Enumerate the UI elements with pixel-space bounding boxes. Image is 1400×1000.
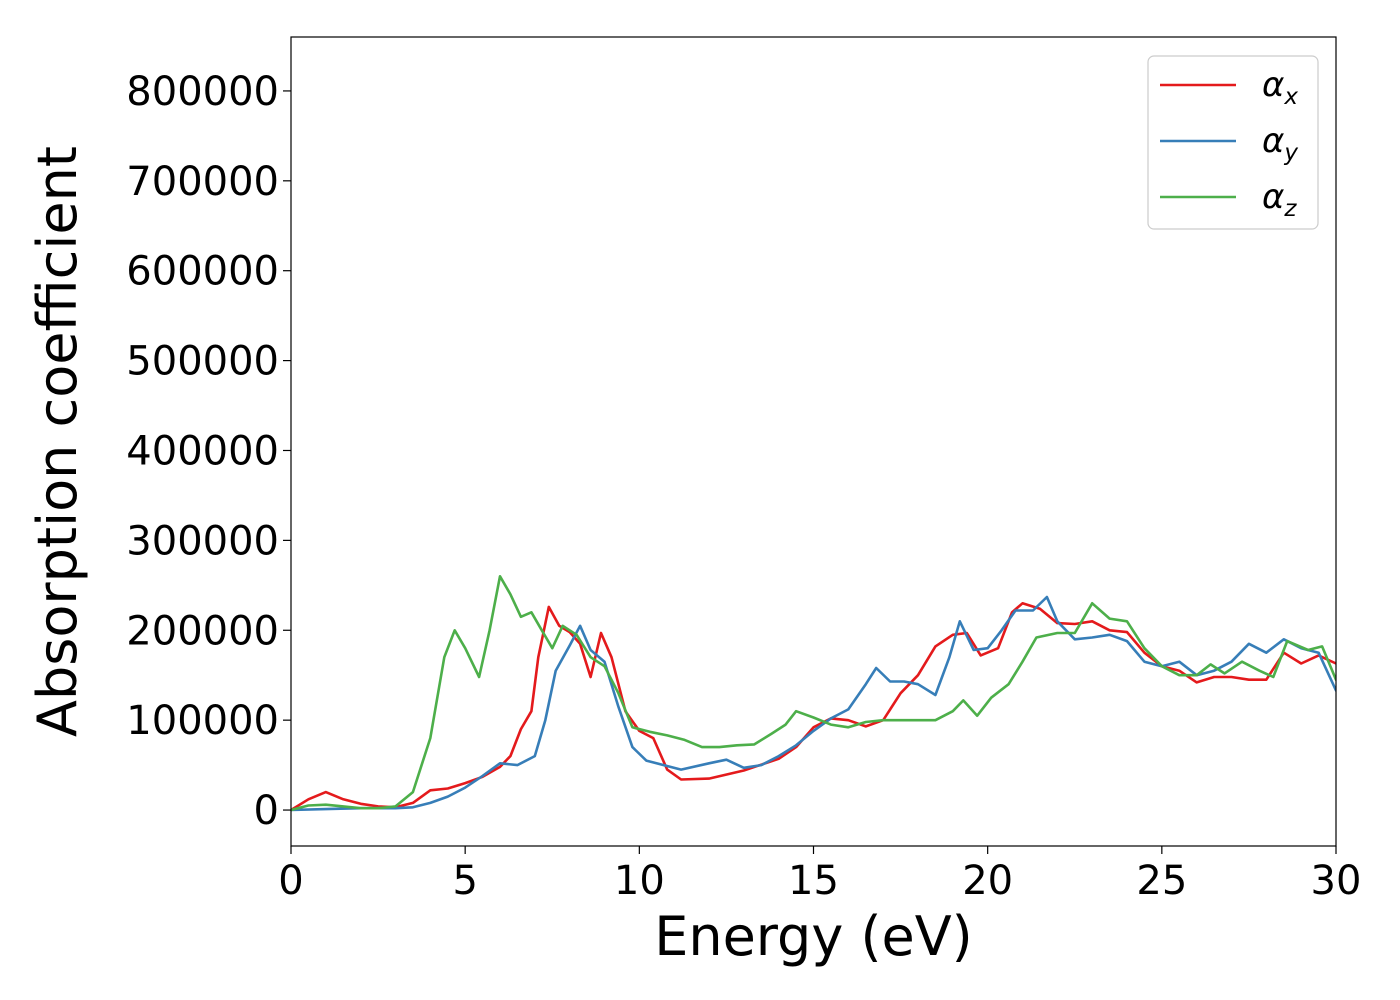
y-tick-label: 500000	[126, 339, 279, 385]
x-axis-label: Energy (eV)	[654, 905, 973, 968]
legend-label-x: αx	[1262, 65, 1298, 110]
y-tick-label: 200000	[126, 608, 279, 654]
x-tick-label: 0	[278, 858, 303, 904]
legend-label-z: αz	[1262, 177, 1297, 222]
y-tick-label: 700000	[126, 159, 279, 205]
y-tick-label: 300000	[126, 518, 279, 564]
x-tick-label: 5	[452, 858, 477, 904]
plot-area	[291, 575, 1336, 812]
series-line-z	[291, 575, 1336, 812]
axis-ticks: 0 5 10 15 20 25 30 0 100000 200000 300000 400000 500…	[126, 69, 1361, 904]
legend-label-y: αy	[1262, 121, 1298, 166]
x-tick-label: 30	[1311, 858, 1362, 904]
legend-box	[1147, 55, 1319, 230]
y-tick-label: 0	[254, 788, 279, 834]
y-axis-label: Absorption coefficient	[26, 146, 89, 737]
x-tick-label: 10	[614, 858, 665, 904]
x-tick-label: 15	[788, 858, 839, 904]
y-tick-label: 800000	[126, 69, 279, 115]
series-line-y	[291, 595, 1336, 812]
x-tick-label: 25	[1136, 858, 1187, 904]
y-tick-label: 400000	[126, 428, 279, 474]
y-tick-label: 100000	[126, 698, 279, 744]
legend: αx αy αz	[1147, 55, 1319, 230]
x-tick-label: 20	[962, 858, 1013, 904]
y-tick-label: 600000	[126, 249, 279, 295]
series-line-x	[291, 602, 1336, 812]
